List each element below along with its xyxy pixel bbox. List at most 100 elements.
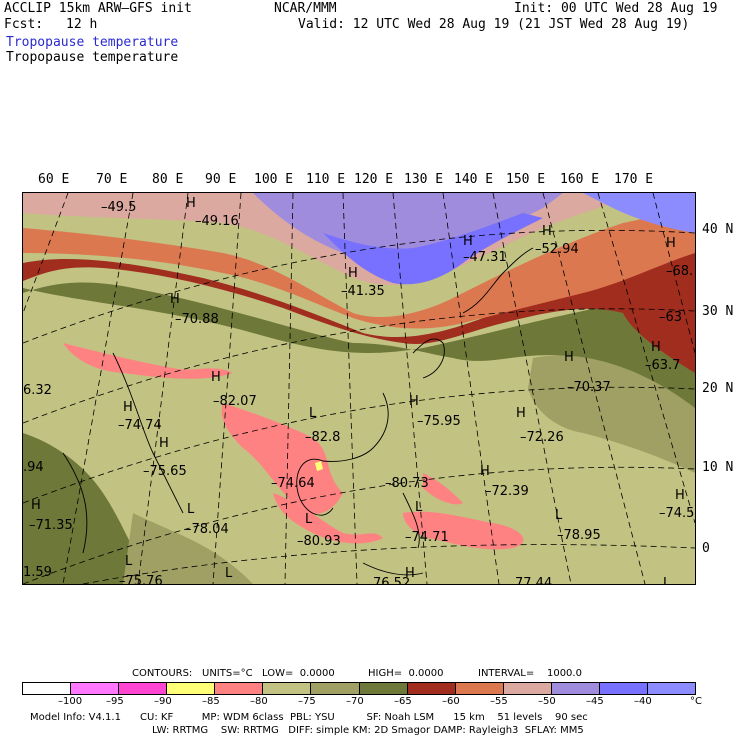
band-dark-olive <box>23 233 695 423</box>
map-value-label: –63.7 <box>645 358 680 373</box>
lon-label-160: 160 E <box>560 172 600 187</box>
color-scale-bar <box>22 682 696 695</box>
color-scale-label: –50 <box>538 696 556 707</box>
map-value-label: –78.04 <box>185 522 229 537</box>
map-value-label: H <box>123 400 133 415</box>
map-value-label: L <box>125 554 133 569</box>
interval-label: INTERVAL= 1000.0 <box>478 668 582 679</box>
color-scale-swatch <box>311 683 360 694</box>
low-label: LOW= 0.0000 <box>262 668 335 679</box>
patch-pink-1 <box>63 343 233 379</box>
map-value-label: H <box>409 394 419 409</box>
map-value-label: H <box>516 406 526 421</box>
lon-label-70: 70 E <box>96 172 128 187</box>
map-value-label: –70.88 <box>175 312 219 327</box>
tropopause-temperature-map: –49.5 H –49.16 H –47.31 H –52.94 H –41.35 H –68. H –… <box>22 192 696 585</box>
map-value-label: H <box>542 224 552 239</box>
map-value-label: H <box>211 370 221 385</box>
patch-pink-4 <box>403 511 524 550</box>
band-orange <box>23 193 695 329</box>
map-value-label: –80.73 <box>385 476 429 491</box>
map-value-label: H <box>675 488 685 503</box>
map-value-label: –63 <box>659 310 682 325</box>
map-value-label: H <box>170 292 180 307</box>
band-mid-olive-southwest <box>123 513 253 584</box>
color-scale-swatch <box>215 683 264 694</box>
color-scale-swatch <box>167 683 216 694</box>
lon-label-170: 170 E <box>614 172 654 187</box>
map-value-label: –78.95 <box>557 528 601 543</box>
map-value-label: L <box>187 502 195 517</box>
model-info-line-2: LW: RRTMG SW: RRTMG DIFF: simple KM: 2D … <box>152 725 584 736</box>
map-value-label: –71.35 <box>29 518 73 533</box>
map-value-label: –47.31 <box>463 250 507 265</box>
lon-label-100: 100 E <box>254 172 294 187</box>
color-scale-label: –85 <box>202 696 220 707</box>
map-value-label: L <box>305 512 313 527</box>
color-scale-swatch <box>455 683 504 694</box>
lon-label-120: 120 E <box>354 172 394 187</box>
patch-pink-2 <box>221 403 343 514</box>
map-value-label: L <box>225 566 233 581</box>
units-label: UNITS=°C <box>202 668 253 679</box>
lon-label-90: 90 E <box>205 172 237 187</box>
lat-label-10: 10 N <box>702 460 734 475</box>
forecast-value: 12 h <box>66 17 98 32</box>
map-value-label: –72.39 <box>485 484 529 499</box>
map-value-label: –75.95 <box>417 414 461 429</box>
color-scale-label: –55 <box>490 696 508 707</box>
color-scale-swatch <box>599 683 649 694</box>
map-value-label: 1.59 <box>23 565 52 580</box>
map-value-label: 77.44 <box>515 576 552 584</box>
color-scale-label: –70 <box>346 696 364 707</box>
color-scale-swatch <box>648 683 696 694</box>
map-value-label: –49.16 <box>195 214 239 229</box>
map-value-label: H <box>651 340 661 355</box>
valid-time: Valid: 12 UTC Wed 28 Aug 19 (21 JST Wed … <box>298 17 690 32</box>
patch-pink-5 <box>423 473 463 505</box>
color-scale-swatch <box>551 683 600 694</box>
lat-label-40: 40 N <box>702 222 734 237</box>
map-value-label: H <box>348 266 358 281</box>
lon-label-140: 140 E <box>454 172 494 187</box>
color-scale-label: –45 <box>586 696 604 707</box>
color-scale-swatch <box>407 683 456 694</box>
map-value-label: H <box>405 566 415 581</box>
init-time: Init: 00 UTC Wed 28 Aug 19 <box>514 1 718 16</box>
map-value-label: –82.07 <box>213 394 257 409</box>
map-value-label: –74.71 <box>405 530 449 545</box>
color-scale-label: –40 <box>634 696 652 707</box>
map-value-label: L <box>309 406 317 421</box>
lon-label-130: 130 E <box>404 172 444 187</box>
color-scale-label: –95 <box>106 696 124 707</box>
map-value-label: –74.74 <box>118 418 162 433</box>
patch-yellow <box>315 461 323 471</box>
color-scale-swatch <box>359 683 408 694</box>
map-value-label: .94 <box>23 460 44 475</box>
map-value-label: –74.64 <box>271 476 315 491</box>
map-value-label: –68. <box>666 264 693 279</box>
lat-label-0: 0 <box>702 541 710 556</box>
center-name: NCAR/MMM <box>274 1 337 16</box>
color-scale-swatch <box>119 683 168 694</box>
map-value-label: –80.93 <box>297 534 341 549</box>
band-lavender <box>253 193 563 264</box>
lat-label-20: 20 N <box>702 381 734 396</box>
map-value-label: H <box>186 196 196 211</box>
map-labels: –49.5 H–49.16H–47.31H–52.94H–41.35H–68.H–… <box>23 196 694 584</box>
map-value-label: L <box>555 508 563 523</box>
color-scale-label: –60 <box>442 696 460 707</box>
lat-label-30: 30 N <box>702 304 734 319</box>
map-value-label: 6.32 <box>23 383 52 398</box>
field-title-1: Tropopause temperature <box>6 35 179 50</box>
lon-label-110: 110 E <box>306 172 346 187</box>
color-scale-label: °C <box>690 696 702 707</box>
band-mid-olive-west <box>23 433 153 584</box>
map-value-label: L <box>415 500 423 515</box>
map-value-label: L <box>663 576 671 584</box>
map-value-label: –75.76 <box>119 574 163 584</box>
map-value-label: –52.94 <box>535 242 579 257</box>
field-title-2: Tropopause temperature <box>6 50 179 65</box>
map-value-label: –70.37 <box>567 380 611 395</box>
patch-pink-3 <box>273 493 383 544</box>
